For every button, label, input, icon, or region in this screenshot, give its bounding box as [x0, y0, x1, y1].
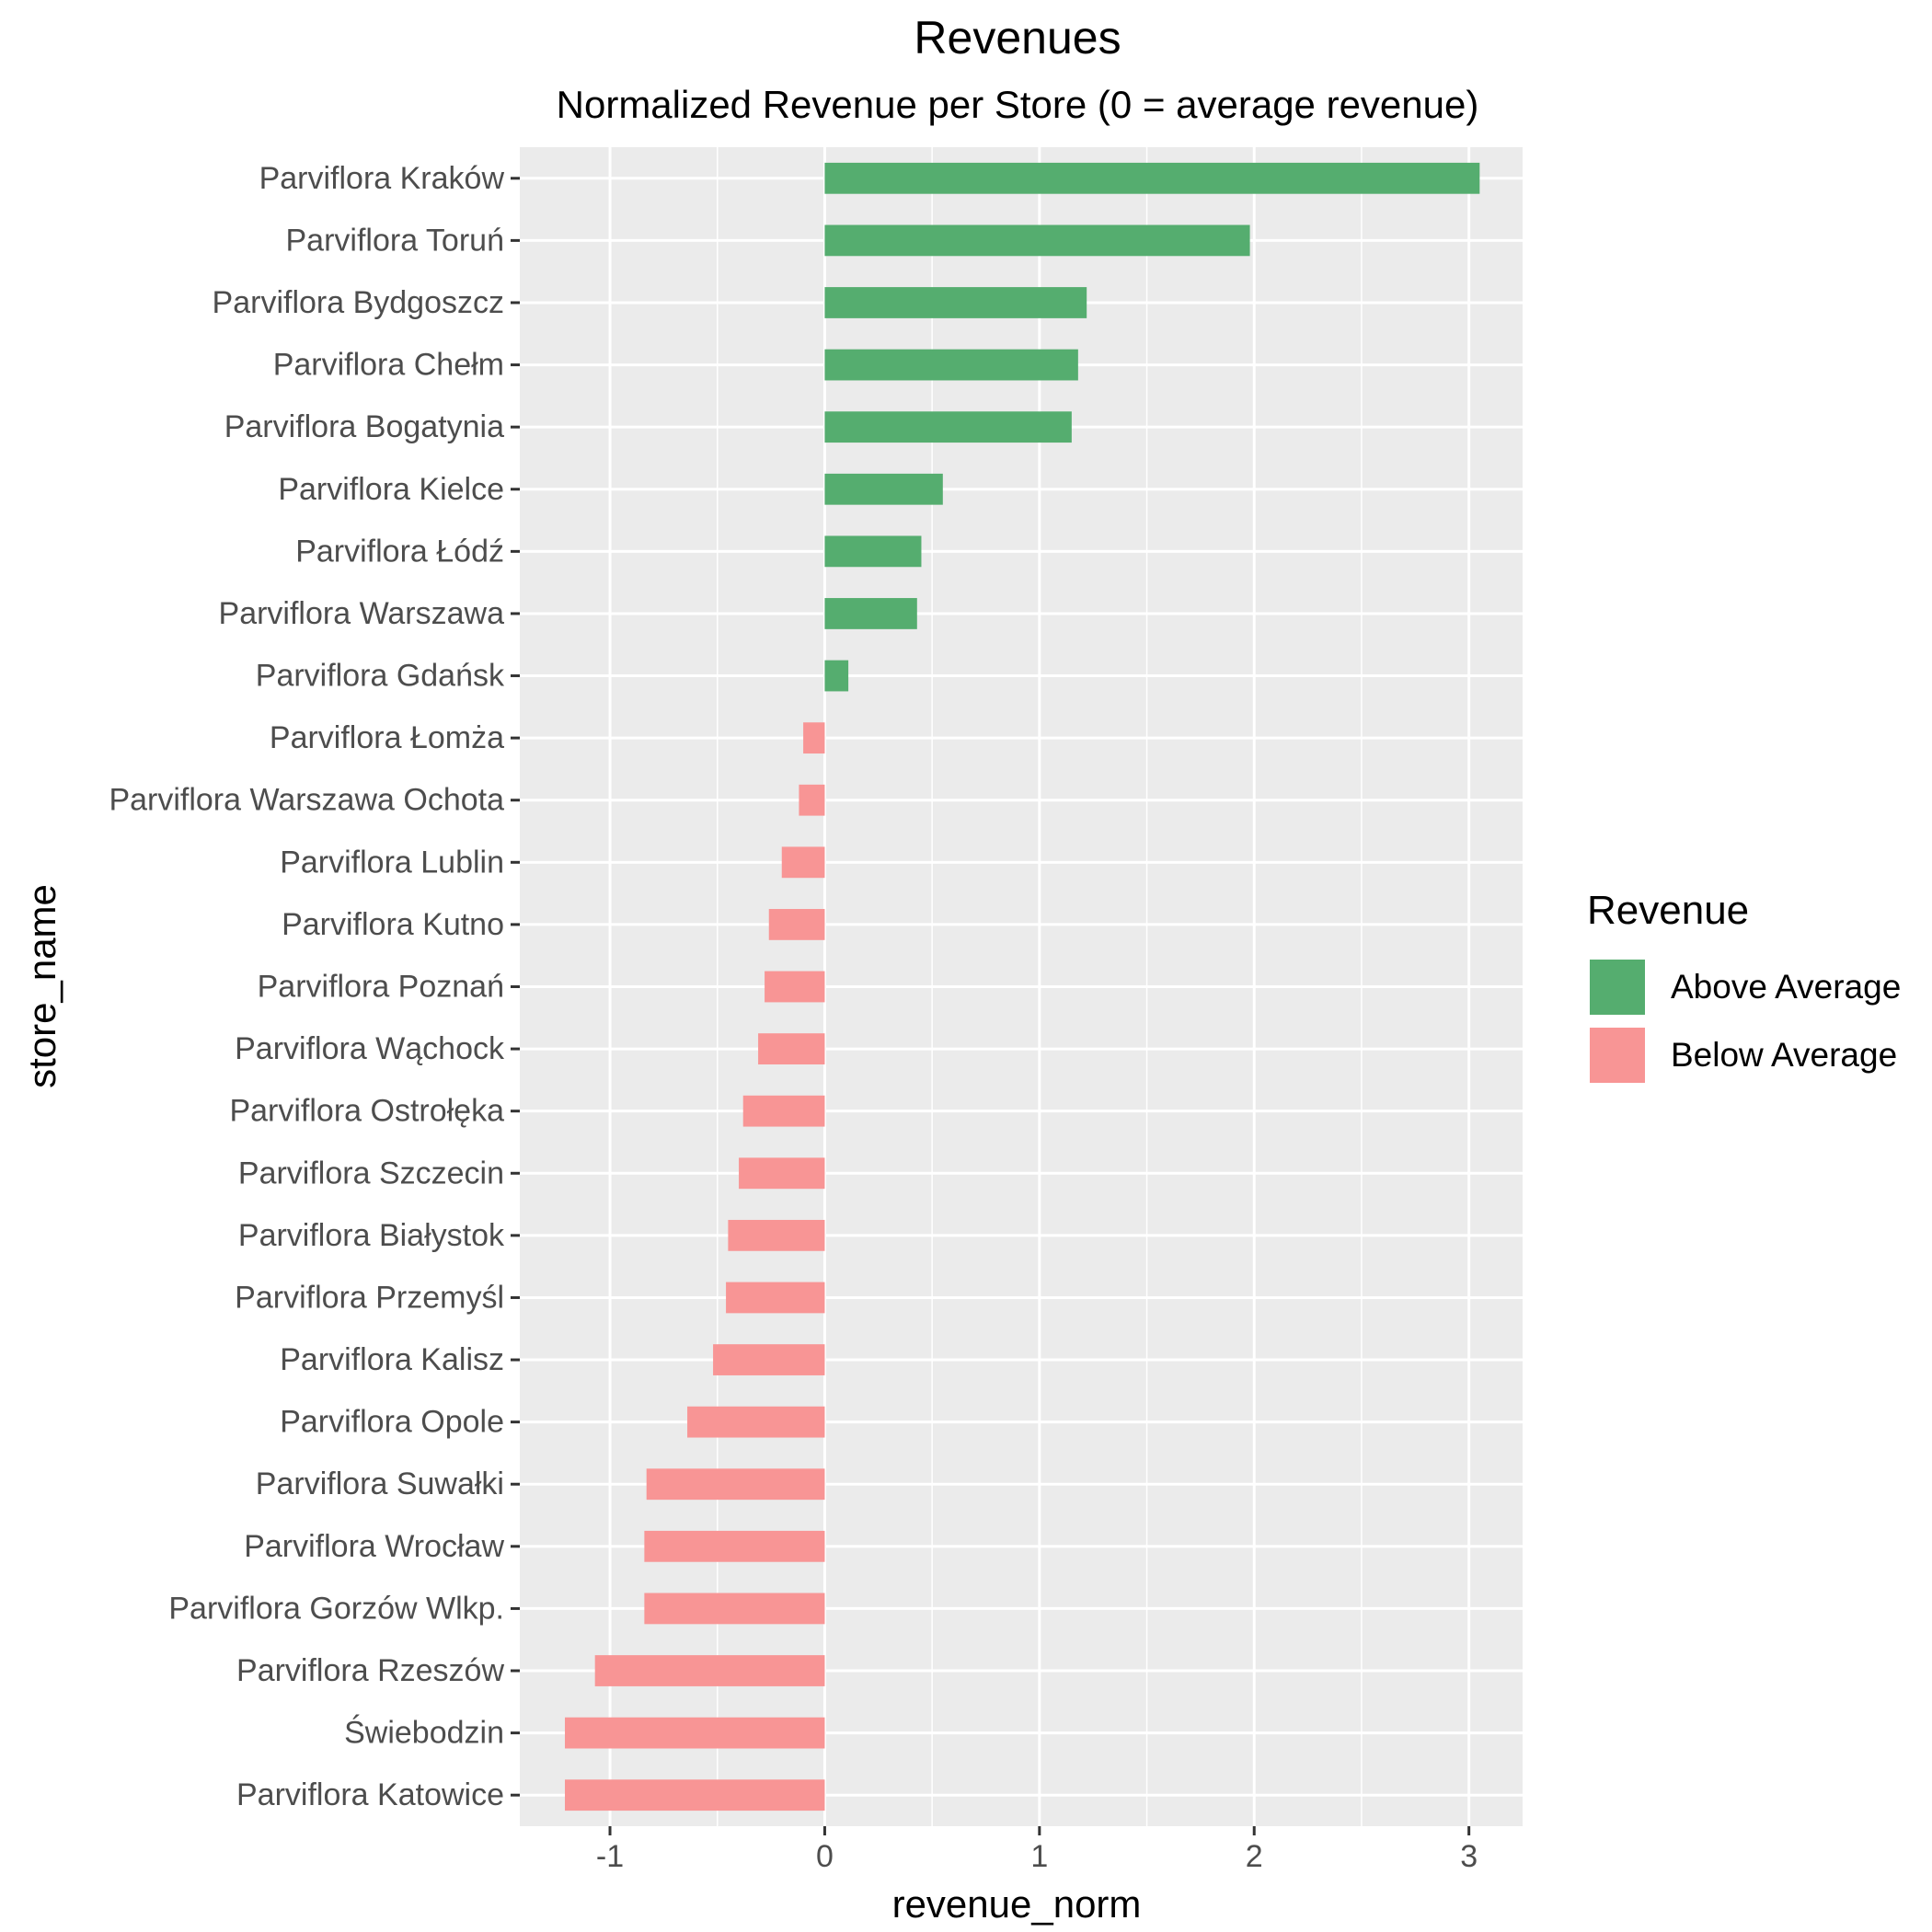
- y-tick-label: Parviflora Szczecin: [238, 1156, 504, 1190]
- y-tick-label: Parviflora Rzeszów: [236, 1653, 504, 1688]
- y-tick-label: Parviflora Chełm: [273, 348, 504, 383]
- y-tick-label: Parviflora Ostrołęka: [229, 1094, 504, 1129]
- x-tick-label: 3: [1460, 1839, 1478, 1874]
- bar: [644, 1593, 825, 1625]
- bar: [824, 598, 917, 629]
- y-tick-label: Parviflora Warszawa: [219, 596, 505, 631]
- y-tick-label: Parviflora Białystok: [238, 1218, 505, 1253]
- bar: [742, 1095, 825, 1127]
- legend-item-below-average: Below Average: [1587, 1022, 1901, 1088]
- bar: [758, 1033, 825, 1064]
- y-tick-label: Świebodzin: [344, 1715, 504, 1751]
- bar: [824, 411, 1072, 443]
- y-tick-label: Parviflora Opole: [280, 1405, 504, 1440]
- bar: [781, 846, 825, 879]
- y-tick-label: Parviflora Gdańsk: [256, 659, 505, 694]
- bar: [644, 1530, 825, 1562]
- y-tick-label: Parviflora Łomża: [270, 720, 504, 755]
- y-tick-label: Parviflora Kutno: [282, 907, 504, 942]
- bar: [824, 162, 1480, 194]
- bar: [728, 1219, 825, 1251]
- bar: [594, 1655, 825, 1686]
- bar: [824, 349, 1078, 381]
- chart-subtitle: Normalized Revenue per Store (0 = averag…: [556, 83, 1479, 126]
- bar: [824, 535, 922, 568]
- bar: [765, 971, 825, 1003]
- y-tick-label: Parviflora Warszawa Ochota: [109, 783, 504, 818]
- x-tick-label: 0: [816, 1839, 834, 1874]
- bar: [646, 1468, 825, 1501]
- bar: [565, 1717, 825, 1749]
- legend-key-above-average: [1587, 957, 1648, 1018]
- y-tick-label: Parviflora Katowice: [236, 1777, 504, 1812]
- y-tick-label: Parviflora Toruń: [286, 223, 505, 258]
- legend-label: Above Average: [1671, 968, 1902, 1006]
- legend-title: Revenue: [1587, 888, 1750, 933]
- x-tick-label: 2: [1246, 1839, 1263, 1874]
- bar: [687, 1406, 825, 1438]
- legend-key-below-average: [1587, 1025, 1648, 1086]
- y-tick-label: Parviflora Wrocław: [244, 1529, 504, 1564]
- bar: [824, 287, 1087, 318]
- y-tick-label: Parviflora Lublin: [280, 845, 504, 880]
- y-tick-label: Parviflora Poznań: [258, 970, 504, 1005]
- bar: [824, 224, 1250, 257]
- y-axis-title: store_name: [20, 884, 63, 1088]
- bar: [824, 473, 943, 505]
- y-tick-label: Parviflora Kielce: [278, 472, 504, 507]
- bar: [739, 1157, 825, 1190]
- bar: [565, 1779, 825, 1811]
- y-tick-label: Parviflora Kraków: [259, 161, 505, 196]
- legend: Revenue Above Average Below Average: [1587, 888, 1901, 1090]
- bar: [713, 1344, 825, 1375]
- legend-item-above-average: Above Average: [1587, 954, 1901, 1020]
- x-axis-title: revenue_norm: [891, 1882, 1142, 1926]
- bar: [803, 722, 825, 754]
- y-tick-label: Parviflora Bogatynia: [224, 409, 504, 444]
- y-tick-label: Parviflora Bydgoszcz: [213, 285, 504, 320]
- bar: [726, 1282, 825, 1314]
- y-tick-label: Parviflora Kalisz: [280, 1342, 504, 1377]
- y-tick-label: Parviflora Przemyśl: [235, 1280, 504, 1315]
- x-tick-label: 1: [1030, 1839, 1048, 1874]
- bar: [824, 660, 849, 692]
- bar: [768, 909, 825, 940]
- legend-label: Below Average: [1671, 1036, 1898, 1074]
- chart-title: Revenues: [914, 12, 1121, 63]
- y-tick-label: Parviflora Wąchock: [235, 1031, 505, 1066]
- bar: [799, 784, 825, 816]
- y-tick-label: Parviflora Łódź: [295, 534, 504, 569]
- y-tick-label: Parviflora Gorzów Wlkp.: [168, 1591, 504, 1626]
- y-tick-label: Parviflora Suwałki: [256, 1466, 504, 1501]
- x-tick-label: -1: [596, 1839, 624, 1874]
